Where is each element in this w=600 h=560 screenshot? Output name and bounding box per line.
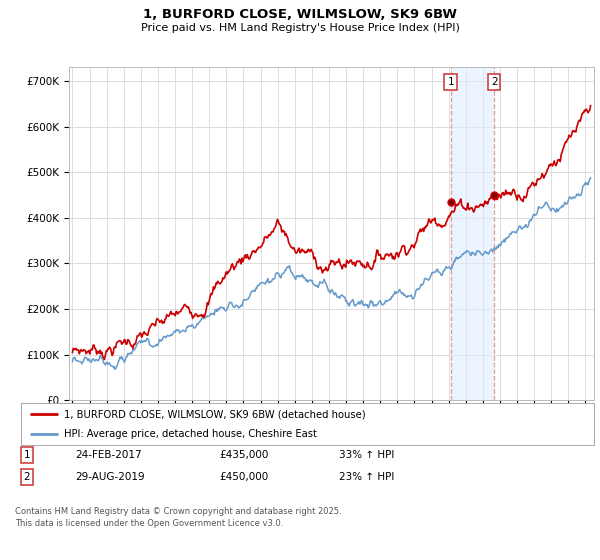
Text: 1, BURFORD CLOSE, WILMSLOW, SK9 6BW: 1, BURFORD CLOSE, WILMSLOW, SK9 6BW [143, 8, 457, 21]
Text: 1: 1 [23, 450, 31, 460]
Text: 2: 2 [23, 472, 31, 482]
Text: HPI: Average price, detached house, Cheshire East: HPI: Average price, detached house, Ches… [64, 430, 317, 439]
Text: 24-FEB-2017: 24-FEB-2017 [75, 450, 142, 460]
Text: £450,000: £450,000 [219, 472, 268, 482]
Text: 1, BURFORD CLOSE, WILMSLOW, SK9 6BW (detached house): 1, BURFORD CLOSE, WILMSLOW, SK9 6BW (det… [64, 409, 365, 419]
Text: 2: 2 [491, 77, 497, 87]
Text: Price paid vs. HM Land Registry's House Price Index (HPI): Price paid vs. HM Land Registry's House … [140, 23, 460, 33]
Text: £435,000: £435,000 [219, 450, 268, 460]
Bar [451, 67, 494, 400]
Text: 33% ↑ HPI: 33% ↑ HPI [339, 450, 394, 460]
Text: 1: 1 [448, 77, 454, 87]
Text: 23% ↑ HPI: 23% ↑ HPI [339, 472, 394, 482]
Text: 29-AUG-2019: 29-AUG-2019 [75, 472, 145, 482]
Text: Contains HM Land Registry data © Crown copyright and database right 2025.
This d: Contains HM Land Registry data © Crown c… [15, 507, 341, 528]
